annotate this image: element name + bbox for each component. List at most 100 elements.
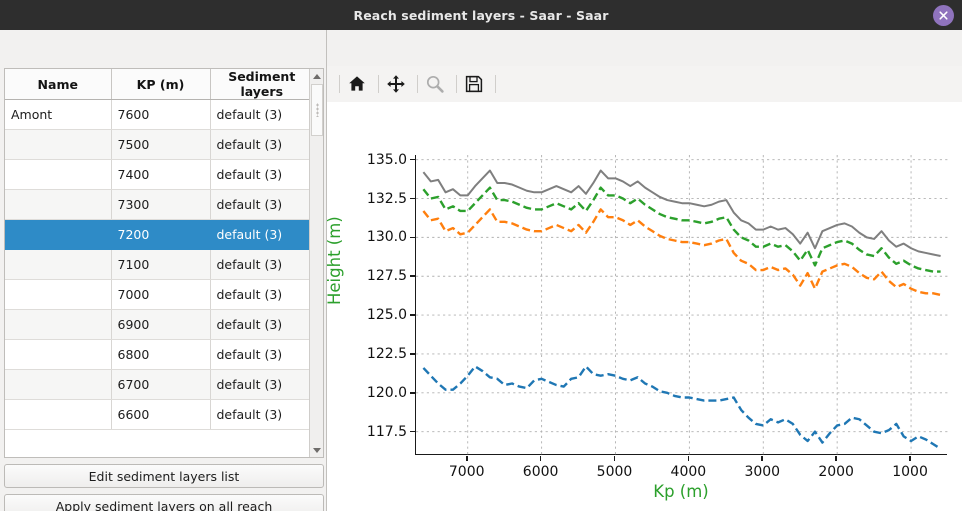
cell-sediment-layers[interactable]: default (3)	[210, 399, 313, 430]
toolbar-separator	[495, 75, 496, 93]
column-header-sediment-layers[interactable]: Sediment layers	[210, 69, 313, 100]
apply-sediment-layers-on-all-reach-button[interactable]: Apply sediment layers on all reach	[4, 494, 324, 511]
x-tick-label: 1000	[892, 464, 928, 480]
cell-kp[interactable]: 7500	[111, 129, 211, 160]
cell-sediment-layers[interactable]: default (3)	[210, 279, 313, 310]
cell-sediment-layers[interactable]: default (3)	[210, 99, 313, 130]
x-tick-mark	[465, 456, 468, 461]
cell-name[interactable]	[5, 339, 112, 370]
y-tick-label: 130.0	[366, 229, 407, 246]
matplotlib-figure-canvas[interactable]: Height (m) Kp (m) 117.5 120.0 122.5 125.0 12…	[325, 102, 962, 511]
search-icon	[426, 75, 444, 93]
table-row[interactable]: 7200 default (3)	[5, 219, 313, 250]
table-row[interactable]: 6900 default (3)	[5, 309, 313, 340]
window-titlebar: Reach sediment layers - Saar - Saar	[0, 0, 962, 30]
y-tick-mark	[410, 197, 415, 200]
column-header-kp[interactable]: KP (m)	[111, 69, 211, 100]
cell-sediment-layers[interactable]: default (3)	[210, 339, 313, 370]
y-tick-mark	[410, 158, 415, 161]
column-header-name[interactable]: Name	[5, 69, 112, 100]
cell-kp[interactable]: 7100	[111, 249, 211, 280]
cell-name[interactable]	[5, 369, 112, 400]
series-line	[422, 169, 941, 258]
plot-axes-area	[415, 155, 948, 455]
y-tick-label: 125.0	[366, 307, 407, 324]
table-row[interactable]: Amont 7600 default (3)	[5, 99, 313, 130]
table-row[interactable]: 6800 default (3)	[5, 339, 313, 370]
x-axis-label: Kp (m)	[653, 482, 709, 501]
cell-kp[interactable]: 6700	[111, 369, 211, 400]
window-title: Reach sediment layers - Saar - Saar	[353, 7, 609, 23]
y-tick-label: 122.5	[366, 345, 407, 362]
x-tick-label: 7000	[448, 464, 485, 480]
plot-series-lines	[422, 169, 942, 450]
table-row[interactable]: 7400 default (3)	[5, 159, 313, 190]
cell-sediment-layers[interactable]: default (3)	[210, 309, 313, 340]
x-tick-label: 4000	[670, 464, 707, 480]
y-tick-label: 127.5	[366, 268, 407, 285]
cell-kp[interactable]: 7400	[111, 159, 211, 190]
y-tick-mark	[410, 430, 415, 433]
scrollbar-thumb-grip	[316, 103, 319, 117]
cell-sediment-layers[interactable]: default (3)	[210, 369, 313, 400]
sediment-layers-table-container: Name KP (m) Sediment layers Amont 7600 def…	[4, 68, 324, 458]
cell-sediment-layers[interactable]: default (3)	[210, 159, 313, 190]
cell-kp[interactable]: 7300	[111, 189, 211, 220]
plot-pan-button[interactable]	[382, 70, 410, 98]
table-row[interactable]: 7300 default (3)	[5, 189, 313, 220]
x-tick-mark	[761, 456, 764, 461]
y-tick-mark	[410, 275, 415, 278]
cell-kp[interactable]: 6900	[111, 309, 211, 340]
cell-kp[interactable]: 7000	[111, 279, 211, 310]
cell-name[interactable]	[5, 279, 112, 310]
cell-sediment-layers[interactable]: default (3)	[210, 219, 313, 250]
table-row[interactable]: 7000 default (3)	[5, 279, 313, 310]
cell-kp[interactable]: 7200	[111, 219, 211, 250]
sediment-layers-table: Name KP (m) Sediment layers Amont 7600 def…	[5, 69, 313, 430]
cell-name[interactable]	[5, 309, 112, 340]
series-line	[422, 365, 942, 450]
cell-name[interactable]	[5, 219, 112, 250]
table-row[interactable]: 6600 default (3)	[5, 399, 313, 430]
plot-gridlines	[416, 155, 948, 455]
scrollbar-up-button[interactable]	[310, 69, 323, 83]
cell-name[interactable]: Amont	[5, 99, 112, 130]
plot-zoom-button[interactable]	[421, 70, 449, 98]
caret-up-icon	[312, 73, 321, 79]
plot-home-button[interactable]	[343, 70, 371, 98]
toolbar-separator	[417, 75, 418, 93]
table-vertical-scrollbar[interactable]	[309, 69, 323, 457]
series-line	[422, 208, 941, 297]
table-row[interactable]: 7100 default (3)	[5, 249, 313, 280]
cell-kp[interactable]: 6800	[111, 339, 211, 370]
cell-name[interactable]	[5, 129, 112, 160]
toolbar-separator	[339, 75, 340, 93]
plot-save-button[interactable]	[460, 70, 488, 98]
y-tick-mark	[410, 392, 415, 394]
cell-name[interactable]	[5, 189, 112, 220]
cell-sediment-layers[interactable]: default (3)	[210, 249, 313, 280]
cell-name[interactable]	[5, 399, 112, 430]
cell-sediment-layers[interactable]: default (3)	[210, 129, 313, 160]
table-header-row: Name KP (m) Sediment layers	[5, 69, 313, 100]
close-window-button[interactable]	[933, 5, 954, 26]
x-tick-mark	[909, 456, 911, 461]
table-row[interactable]: 6700 default (3)	[5, 369, 313, 400]
x-tick-mark	[687, 456, 690, 461]
cell-kp[interactable]: 7600	[111, 99, 211, 130]
scrollbar-thumb[interactable]	[311, 84, 323, 136]
cell-kp[interactable]: 6600	[111, 399, 211, 430]
cell-sediment-layers[interactable]: default (3)	[210, 189, 313, 220]
cell-name[interactable]	[5, 249, 112, 280]
cell-name[interactable]	[5, 159, 112, 190]
edit-sediment-layers-list-button[interactable]: Edit sediment layers list	[4, 464, 324, 488]
x-tick-label: 6000	[522, 464, 559, 480]
y-tick-mark	[410, 236, 415, 239]
matplotlib-navigation-toolbar	[327, 66, 962, 102]
scrollbar-down-button[interactable]	[310, 443, 323, 457]
table-row[interactable]: 7500 default (3)	[5, 129, 313, 160]
series-line	[422, 186, 941, 273]
plot-panel: Height (m) Kp (m) 117.5 120.0 122.5 125.0 12…	[325, 30, 962, 511]
x-tick-label: 3000	[744, 464, 781, 480]
y-tick-label: 120.0	[366, 384, 407, 401]
